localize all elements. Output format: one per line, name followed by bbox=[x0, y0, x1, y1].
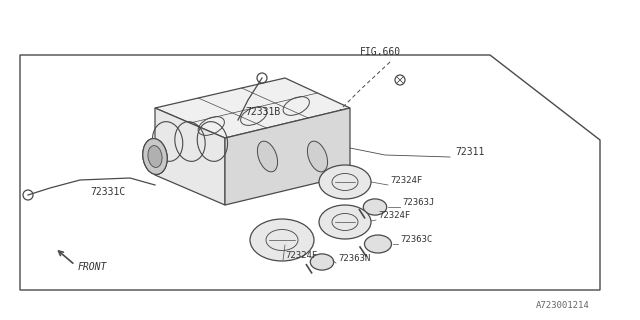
Text: 72331C: 72331C bbox=[90, 187, 125, 197]
Ellipse shape bbox=[257, 141, 278, 172]
Ellipse shape bbox=[319, 205, 371, 239]
Ellipse shape bbox=[319, 165, 371, 199]
Text: A723001214: A723001214 bbox=[536, 301, 590, 310]
Text: 72324F: 72324F bbox=[390, 176, 422, 185]
Text: 72324F: 72324F bbox=[285, 251, 317, 260]
Ellipse shape bbox=[310, 254, 333, 270]
Ellipse shape bbox=[148, 146, 162, 167]
Ellipse shape bbox=[143, 139, 167, 174]
Polygon shape bbox=[225, 108, 350, 205]
Ellipse shape bbox=[364, 199, 387, 215]
Text: 72363J: 72363J bbox=[402, 198, 435, 207]
Text: 72331B: 72331B bbox=[245, 107, 280, 117]
Ellipse shape bbox=[143, 139, 167, 174]
Text: 72311: 72311 bbox=[455, 147, 484, 157]
Text: 72324F: 72324F bbox=[378, 211, 410, 220]
Text: 72363N: 72363N bbox=[338, 254, 371, 263]
Ellipse shape bbox=[250, 219, 314, 261]
Polygon shape bbox=[155, 108, 225, 205]
Ellipse shape bbox=[148, 146, 162, 167]
Text: FRONT: FRONT bbox=[78, 262, 108, 272]
Text: FIG.660: FIG.660 bbox=[360, 47, 401, 57]
Ellipse shape bbox=[307, 141, 328, 172]
Text: 72363C: 72363C bbox=[400, 235, 432, 244]
Ellipse shape bbox=[143, 139, 167, 174]
Polygon shape bbox=[155, 78, 350, 138]
Ellipse shape bbox=[365, 235, 392, 253]
Ellipse shape bbox=[148, 146, 162, 167]
